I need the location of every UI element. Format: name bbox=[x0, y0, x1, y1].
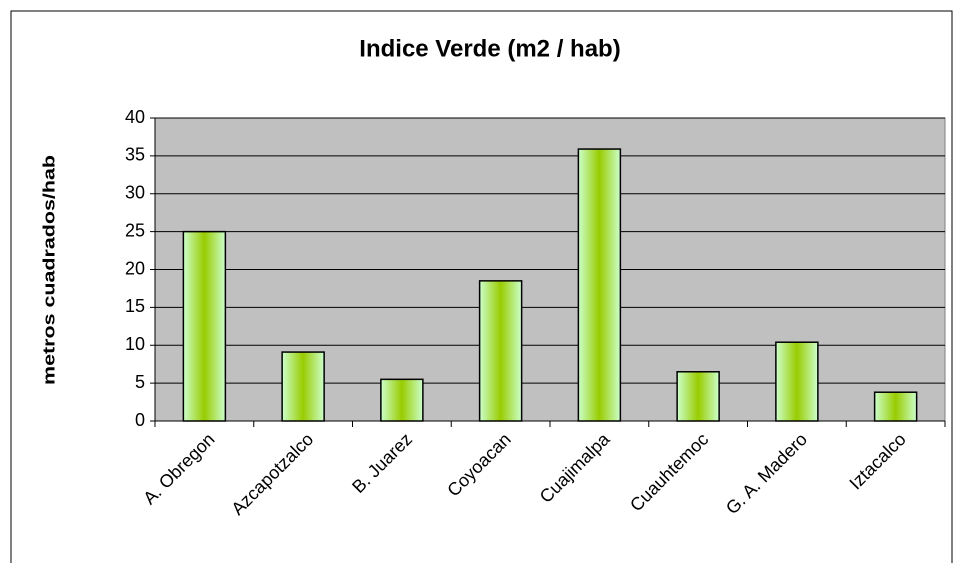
y-tick-label: 15 bbox=[125, 296, 145, 316]
bar bbox=[577, 148, 622, 422]
bar bbox=[775, 341, 819, 422]
bar bbox=[676, 371, 720, 422]
y-tick-label: 35 bbox=[125, 145, 145, 165]
y-tick-label: 30 bbox=[125, 183, 145, 203]
bar bbox=[281, 351, 325, 422]
bar bbox=[380, 378, 424, 422]
chart-title: Indice Verde (m2 / hab) bbox=[359, 35, 620, 62]
bar bbox=[478, 280, 523, 422]
y-tick-label: 10 bbox=[125, 334, 145, 354]
bar bbox=[873, 391, 918, 422]
y-tick-label: 0 bbox=[135, 410, 145, 430]
y-tick-label: 5 bbox=[135, 372, 145, 392]
y-tick-label: 40 bbox=[125, 107, 145, 127]
y-axis-label: metros cuadrados/hab bbox=[39, 155, 58, 385]
y-tick-label: 20 bbox=[125, 258, 145, 278]
y-tick-label: 25 bbox=[125, 220, 145, 240]
bar bbox=[182, 230, 227, 422]
